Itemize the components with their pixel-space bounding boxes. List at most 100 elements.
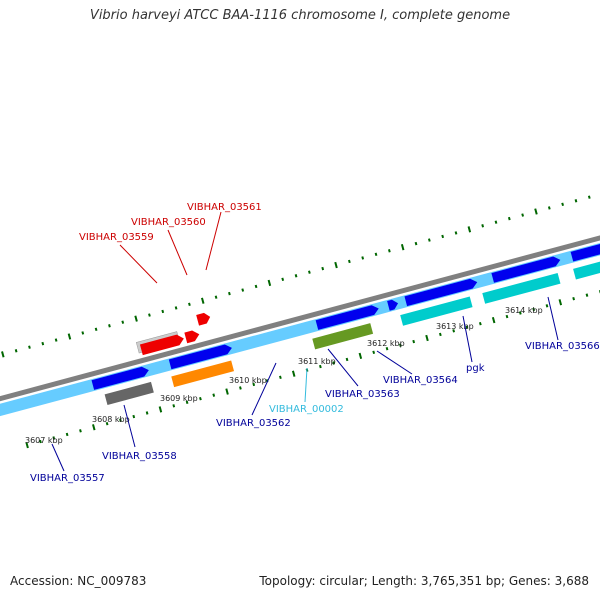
- gene-arrow[interactable]: [168, 343, 233, 370]
- minor-tick: [374, 252, 378, 257]
- gene-arrow[interactable]: [404, 277, 478, 307]
- label-vibhar-03559[interactable]: VIBHAR_03559: [79, 232, 154, 243]
- minor-tick: [412, 339, 416, 344]
- minor-tick: [438, 332, 442, 337]
- label-vibhar-03557[interactable]: VIBHAR_03557: [30, 473, 105, 484]
- major-tick: [67, 333, 72, 340]
- minor-tick: [454, 231, 458, 235]
- minor-tick: [294, 274, 298, 278]
- tick-label: 3609 kbp: [160, 394, 198, 403]
- minor-tick: [145, 411, 149, 415]
- minor-tick: [521, 213, 525, 217]
- major-tick: [400, 244, 405, 251]
- minor-tick: [14, 349, 18, 353]
- major-tick: [534, 208, 538, 215]
- gene-vibhar-03561b[interactable]: [196, 312, 211, 326]
- minor-tick: [547, 206, 551, 210]
- minor-tick: [427, 238, 431, 242]
- topology-text: Topology: circular; Length: 3,765,351 bp…: [259, 574, 589, 588]
- gene-arrow[interactable]: [315, 304, 380, 330]
- minor-tick: [254, 284, 258, 289]
- leader-vibhar-03563: [327, 348, 359, 387]
- label-vibhar-03566[interactable]: VIBHAR_03566: [525, 341, 600, 352]
- label-vibhar-03563[interactable]: VIBHAR_03563: [325, 389, 400, 400]
- minor-tick: [161, 309, 165, 314]
- minor-tick: [121, 320, 125, 324]
- minor-tick: [199, 396, 202, 401]
- minor-tick: [321, 266, 325, 271]
- minor-tick: [441, 234, 445, 239]
- major-tick: [1, 351, 5, 358]
- minor-tick: [79, 429, 82, 433]
- minor-tick: [94, 327, 98, 332]
- gene-vibhar-03561[interactable]: [184, 329, 200, 344]
- minor-tick: [518, 311, 522, 315]
- tick-label: 3613 kbp: [436, 322, 474, 331]
- minor-tick: [572, 296, 575, 301]
- minor-tick: [481, 224, 485, 228]
- label-pgk[interactable]: pgk: [466, 363, 485, 374]
- gene-vibhar-03558[interactable]: [171, 360, 235, 388]
- minor-tick: [308, 270, 311, 274]
- major-tick: [291, 370, 296, 377]
- gene-vibhar-03557[interactable]: [104, 381, 154, 405]
- minor-tick: [105, 421, 109, 426]
- minor-tick: [452, 329, 456, 333]
- gene-arrow[interactable]: [91, 365, 151, 390]
- minor-tick: [319, 364, 322, 369]
- minor-tick: [54, 338, 58, 342]
- minor-tick: [212, 393, 216, 397]
- inner-dotted-ring: [25, 289, 600, 449]
- gene-vibhar-03564[interactable]: [573, 251, 600, 280]
- accession-text: Accession: NC_009783: [10, 574, 147, 588]
- minor-tick: [494, 220, 498, 224]
- major-tick: [134, 315, 138, 322]
- map-title: Vibrio harveyi ATCC BAA-1116 chromosome …: [89, 8, 511, 23]
- major-tick: [467, 226, 472, 233]
- major-tick: [334, 261, 338, 269]
- major-tick: [92, 424, 96, 431]
- gene-arrow[interactable]: [491, 255, 561, 283]
- label-vibhar-03562[interactable]: VIBHAR_03562: [216, 418, 291, 429]
- major-tick: [491, 316, 496, 324]
- gene-vibhar-03562[interactable]: [312, 323, 374, 350]
- gene-vibhar-03560[interactable]: [139, 333, 185, 356]
- minor-tick: [345, 357, 349, 362]
- tick-label: 3611 kbp: [298, 357, 336, 366]
- label-vibhar-03560[interactable]: VIBHAR_03560: [131, 217, 206, 228]
- minor-tick: [505, 314, 509, 319]
- gene-vibhar-03563[interactable]: [482, 272, 561, 304]
- minor-tick: [361, 256, 365, 260]
- minor-tick: [39, 439, 42, 444]
- label-vibhar-03561[interactable]: VIBHAR_03561: [187, 202, 262, 213]
- tick-label: 3614 kbp: [505, 306, 543, 315]
- minor-tick: [81, 331, 85, 335]
- gene-arrow[interactable]: [387, 298, 399, 311]
- minor-tick: [281, 277, 285, 282]
- minor-tick: [239, 386, 242, 390]
- minor-tick: [41, 341, 45, 346]
- minor-tick: [561, 202, 564, 207]
- gene-vibhar-00002[interactable]: [400, 296, 473, 326]
- minor-tick: [172, 404, 176, 408]
- minor-tick: [214, 295, 218, 299]
- minor-tick: [465, 325, 469, 329]
- outer-dotted-ring: [1, 195, 591, 358]
- tick-label: 3607 kbp: [25, 436, 63, 445]
- minor-tick: [507, 216, 511, 221]
- minor-tick: [65, 432, 69, 437]
- minor-tick: [399, 343, 402, 347]
- tick-label: 3608 kbp: [92, 415, 130, 424]
- minor-tick: [332, 361, 336, 365]
- minor-tick: [279, 375, 282, 379]
- leader-vibhar-03558: [123, 404, 136, 448]
- label-vibhar-03564[interactable]: VIBHAR_03564: [383, 375, 458, 386]
- label-vibhar-00002[interactable]: VIBHAR_00002: [269, 404, 344, 415]
- major-tick: [267, 279, 272, 287]
- label-vibhar-03558[interactable]: VIBHAR_03558: [102, 451, 177, 462]
- minor-tick: [388, 249, 391, 253]
- gene-arrow[interactable]: [570, 230, 600, 262]
- tick-label: 3610 kbp: [229, 376, 267, 385]
- major-tick: [201, 297, 205, 304]
